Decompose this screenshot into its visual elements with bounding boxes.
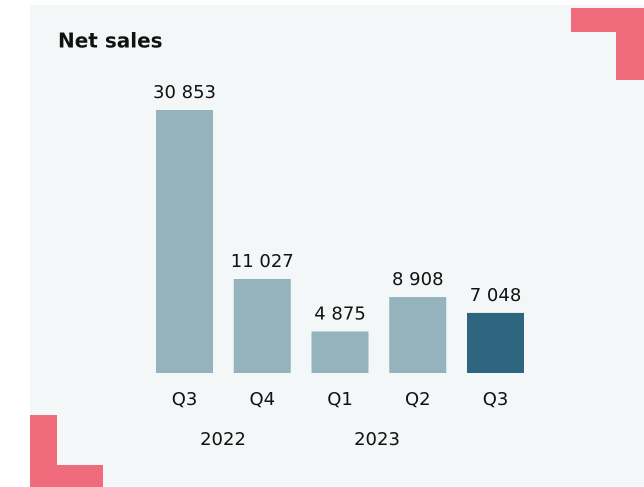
value-label: 30 853 [153,82,216,103]
corner-decoration [571,8,644,80]
chart-title: Net sales [58,29,163,53]
x-tick-label: Q3 [172,389,198,410]
value-label: 8 908 [392,269,444,290]
value-label: 7 048 [470,285,522,306]
x-tick-label: Q2 [405,389,431,410]
panel [30,5,644,487]
group-label: 2022 [200,429,246,450]
bar [156,110,213,373]
group-label: 2023 [354,429,400,450]
x-tick-label: Q4 [249,389,275,410]
bar [467,312,524,373]
x-tick-label: Q1 [327,389,353,410]
value-label: 4 875 [314,303,366,324]
bar [389,297,447,373]
x-tick-label: Q3 [483,389,509,410]
bar [233,279,291,373]
corner-decoration [30,415,103,487]
value-label: 11 027 [231,251,294,272]
bar [311,331,369,373]
